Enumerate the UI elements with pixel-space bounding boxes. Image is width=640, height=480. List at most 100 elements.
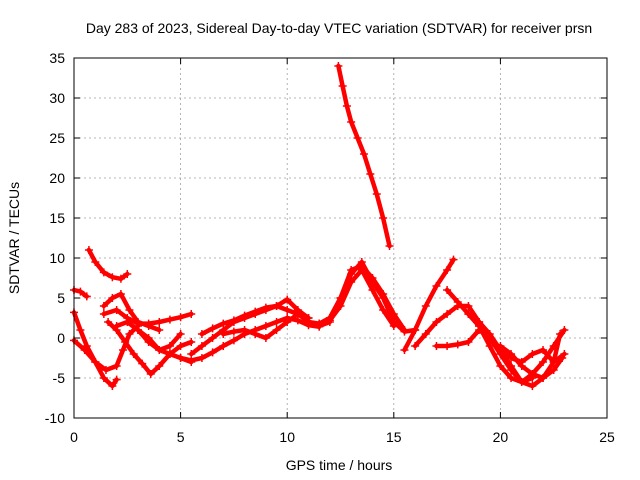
data-point: [507, 350, 516, 358]
data-point: [229, 336, 238, 345]
data-point: [119, 346, 128, 354]
data-point: [496, 362, 505, 370]
data-point: [112, 322, 121, 330]
data-point: [357, 262, 366, 270]
data-point: [443, 310, 452, 318]
data-point: [261, 334, 270, 342]
series-path: [466, 311, 567, 385]
data-point: [560, 326, 569, 334]
data-point: [517, 378, 526, 386]
data-point: [144, 334, 153, 342]
series-track-9: [133, 326, 196, 358]
data-point: [556, 330, 565, 338]
data-point: [443, 286, 452, 294]
data-point: [129, 350, 138, 358]
data-point: [549, 366, 558, 374]
series-track-6: [99, 306, 196, 328]
series-path: [71, 323, 141, 373]
data-point: [80, 346, 89, 354]
series-track-17: [334, 62, 394, 250]
data-point: [347, 118, 356, 126]
data-point: [251, 330, 260, 338]
data-point: [144, 319, 153, 328]
chart-title: Day 283 of 2023, Sidereal Day-to-day VTE…: [86, 20, 592, 36]
data-point: [116, 274, 125, 283]
data-point: [104, 318, 113, 326]
data-point: [336, 294, 345, 302]
data-point: [347, 266, 356, 274]
series-track-24: [496, 342, 567, 382]
data-point: [91, 358, 100, 366]
y-tick-label: 10: [49, 250, 65, 266]
data-point: [443, 342, 452, 350]
data-point: [464, 310, 473, 318]
data-point: [176, 354, 185, 362]
data-point: [112, 306, 121, 314]
data-point: [197, 354, 206, 362]
data-point: [99, 310, 108, 318]
axis-ticks: -10 -5 0 5 10 15 20 25 30 35 0 5 10 15 20 25: [45, 50, 615, 445]
data-point: [379, 214, 388, 222]
data-point: [187, 338, 196, 346]
data-point: [99, 302, 108, 310]
x-axis-label: GPS time / hours: [286, 457, 393, 473]
data-point: [91, 258, 100, 266]
data-point: [379, 290, 388, 298]
data-point: [325, 314, 334, 322]
data-point: [99, 374, 108, 382]
data-point: [133, 326, 142, 334]
data-point: [123, 270, 132, 278]
data-point: [261, 303, 270, 312]
data-point: [125, 306, 134, 314]
data-point: [146, 370, 155, 378]
series-path: [402, 257, 456, 353]
data-point: [76, 287, 85, 296]
data-point: [176, 313, 185, 322]
data-point: [219, 330, 228, 338]
y-tick-label: 35: [49, 50, 65, 66]
data-point: [219, 342, 228, 350]
data-point: [507, 374, 516, 382]
data-point: [359, 150, 368, 158]
data-point: [400, 346, 409, 354]
data-point: [539, 374, 548, 382]
data-point: [176, 330, 185, 338]
data-point: [138, 359, 147, 368]
data-point: [539, 346, 548, 354]
data-point: [240, 311, 249, 320]
data-point: [125, 330, 134, 338]
x-tick-label: 0: [70, 429, 78, 445]
data-point: [272, 326, 281, 334]
data-point: [108, 294, 117, 302]
data-point: [368, 274, 377, 282]
data-point: [421, 330, 430, 338]
data-point: [432, 318, 441, 326]
data-point: [293, 310, 302, 318]
series-track-16: [325, 262, 409, 334]
data-point: [112, 375, 121, 384]
data-point: [528, 350, 537, 358]
x-tick-label: 5: [177, 429, 185, 445]
data-point: [116, 290, 125, 298]
data-point: [208, 324, 217, 333]
x-tick-label: 15: [386, 429, 402, 445]
data-point: [496, 342, 505, 350]
data-point: [108, 273, 117, 282]
data-point: [219, 319, 228, 328]
data-point: [108, 382, 117, 390]
x-tick-label: 20: [493, 429, 509, 445]
data-point: [539, 358, 548, 366]
data-point: [101, 366, 110, 374]
data-point: [155, 326, 164, 334]
data-point: [283, 295, 292, 304]
data-point: [432, 342, 441, 350]
data-point: [334, 62, 343, 70]
y-tick-label: 25: [49, 130, 65, 146]
data-point: [165, 315, 174, 324]
data-point: [165, 342, 174, 350]
data-point: [443, 266, 452, 274]
data-point: [208, 348, 217, 357]
y-tick-label: 5: [57, 290, 65, 306]
data-point: [197, 342, 206, 350]
data-point: [342, 102, 351, 110]
